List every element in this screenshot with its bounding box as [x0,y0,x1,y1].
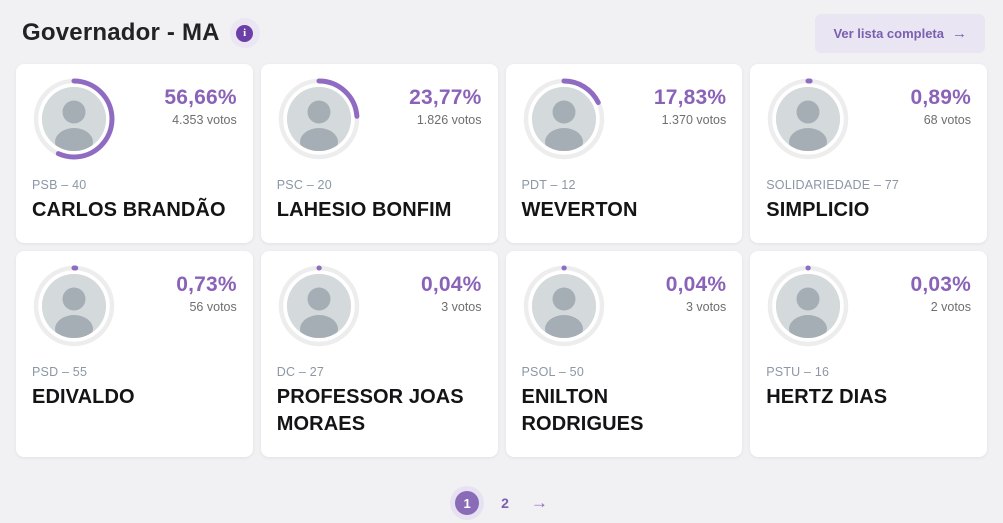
vote-percentage: 0,04% [420,273,482,297]
avatar-progress-ring [32,264,116,348]
candidate-name: HERTZ DIAS [766,386,888,409]
progress-ring-svg [278,265,360,347]
party-label: PSD – 55 [32,365,88,380]
party-label: SOLIDARIEDADE – 77 [766,178,900,192]
candidate-card[interactable]: 17,83% 1.370 votos PDT – 12 WEVERTON [505,64,743,244]
vote-percentage: 0,89% [910,86,971,109]
vote-percentage: 0,03% [910,273,971,297]
vote-count: 56 votos [189,300,237,315]
pagination-next-arrow-icon[interactable]: → [530,493,548,513]
candidate-card[interactable]: 0,03% 2 votos PSTU – 16 HERTZ DIAS [750,251,987,458]
progress-ring-svg [33,78,115,160]
party-label: DC – 27 [276,365,325,380]
pagination: 1 2 → [0,483,1003,523]
avatar-progress-ring [522,264,606,348]
vote-count: 2 votos [930,300,971,315]
candidate-name: WEVERTON [521,199,638,221]
candidates-grid: 56,66% 4.353 votos PSB – 40 CARLOS BRAND… [0,62,1003,458]
candidate-photo [776,87,841,151]
person-silhouette-icon [286,87,351,151]
party-label: PSOL – 50 [521,365,584,380]
candidate-card[interactable]: 23,77% 1.826 votos PSC – 20 LAHESIO BONF… [260,64,498,244]
info-icon[interactable]: i [229,18,260,48]
avatar-progress-ring [277,264,361,348]
vote-percentage: 17,83% [653,86,727,109]
progress-ring-svg [278,78,360,160]
candidate-photo [42,274,106,339]
candidate-name: ENILTON RODRIGUES [521,386,644,435]
header: Governador - MA i Ver lista completa → [0,0,1003,62]
vote-count: 3 votos [685,300,727,315]
candidate-photo [776,274,841,339]
vote-count: 1.826 votos [416,113,482,127]
page-title: Governador - MA [22,19,220,46]
party-label: PSTU – 16 [766,365,830,380]
candidate-photo [286,87,351,151]
candidate-name: LAHESIO BONFIM [276,199,452,221]
party-label: PSC – 20 [276,178,332,192]
avatar-progress-ring [522,77,606,161]
pagination-page-2[interactable]: 2 [501,495,509,512]
person-silhouette-icon [531,87,596,151]
party-label: PSB – 40 [32,178,87,192]
avatar-progress-ring [766,77,850,161]
arrow-right-icon: → [952,24,967,42]
candidate-photo [42,87,106,151]
candidate-photo [286,274,351,339]
person-silhouette-icon [531,274,596,339]
candidate-name: SIMPLICIO [766,199,870,221]
party-label: PDT – 12 [521,178,576,192]
candidate-name: PROFESSOR JOAS MORAES [276,386,464,435]
pagination-page-1[interactable]: 1 [455,491,480,516]
person-silhouette-icon [286,274,351,339]
progress-ring-svg [523,265,604,347]
vote-count: 4.353 votos [172,113,237,127]
vote-count: 68 votos [923,113,971,127]
candidate-card[interactable]: 0,89% 68 votos SOLIDARIEDADE – 77 SIMPLI… [750,64,987,244]
view-full-list-label: Ver lista completa [833,25,944,41]
progress-ring-svg [767,265,849,347]
candidate-photo [531,274,596,339]
candidate-card[interactable]: 56,66% 4.353 votos PSB – 40 CARLOS BRAND… [16,64,253,244]
progress-ring-svg [523,78,604,160]
vote-percentage: 23,77% [409,86,482,109]
info-icon-glyph: i [236,24,254,42]
candidate-name: CARLOS BRANDÃO [32,199,226,221]
vote-percentage: 56,66% [164,86,237,109]
candidate-card[interactable]: 0,73% 56 votos PSD – 55 EDIVALDO [16,251,253,458]
vote-percentage: 0,04% [665,273,727,297]
view-full-list-button[interactable]: Ver lista completa → [815,13,985,53]
progress-ring-svg [33,265,115,347]
candidate-photo [531,87,596,151]
progress-ring-svg [767,78,849,160]
avatar-progress-ring [277,77,361,161]
vote-count: 3 votos [441,300,482,315]
avatar-progress-ring [32,77,116,161]
candidate-card[interactable]: 0,04% 3 votos DC – 27 PROFESSOR JOAS MOR… [260,251,498,458]
person-silhouette-icon [776,274,841,339]
vote-count: 1.370 votos [661,113,727,127]
vote-percentage: 0,73% [176,273,237,297]
person-silhouette-icon [42,274,106,339]
person-silhouette-icon [776,87,841,151]
person-silhouette-icon [42,87,106,151]
avatar-progress-ring [766,264,850,348]
candidate-name: EDIVALDO [32,386,135,409]
candidate-card[interactable]: 0,04% 3 votos PSOL – 50 ENILTON RODRIGUE… [505,251,743,458]
